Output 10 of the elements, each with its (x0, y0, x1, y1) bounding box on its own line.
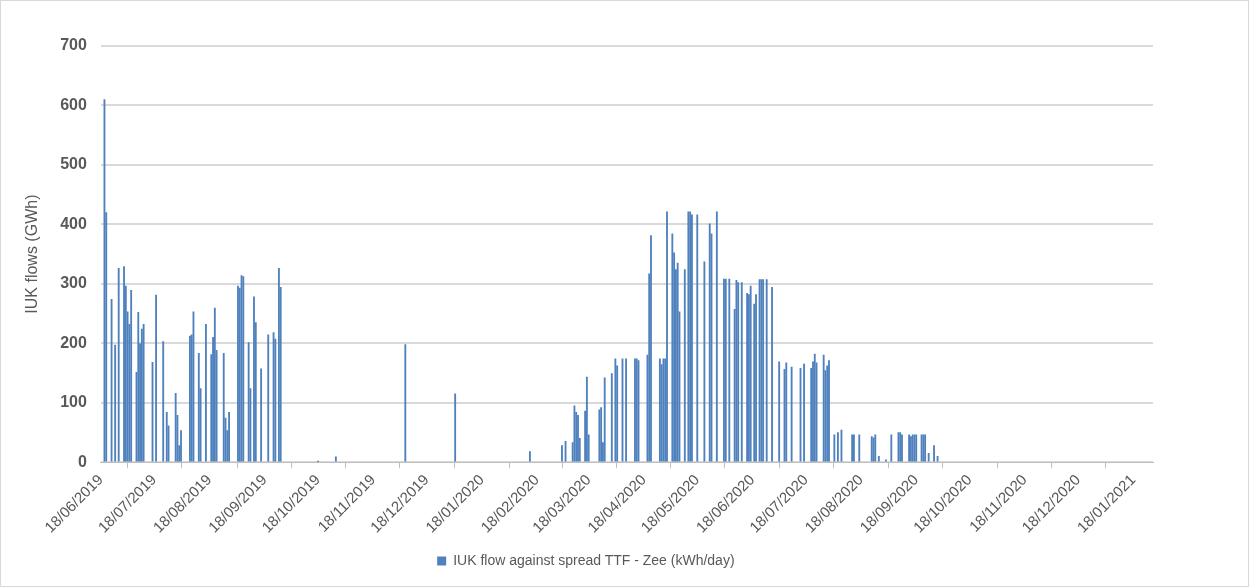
legend-label: IUK flow against spread TTF - Zee (kWh/day) (453, 551, 735, 568)
y-tick-label: 200 (60, 333, 87, 351)
y-tick-label: 500 (60, 155, 87, 173)
y-tick-label: 0 (77, 452, 87, 470)
y-axis-title: IUK flows (GWh) (23, 194, 41, 314)
y-tick-label: 600 (60, 95, 87, 113)
y-tick-label: 100 (60, 393, 87, 411)
y-tick-label: 300 (60, 274, 87, 292)
y-tick-label: 700 (60, 36, 87, 54)
y-tick-label: 400 (60, 214, 87, 232)
